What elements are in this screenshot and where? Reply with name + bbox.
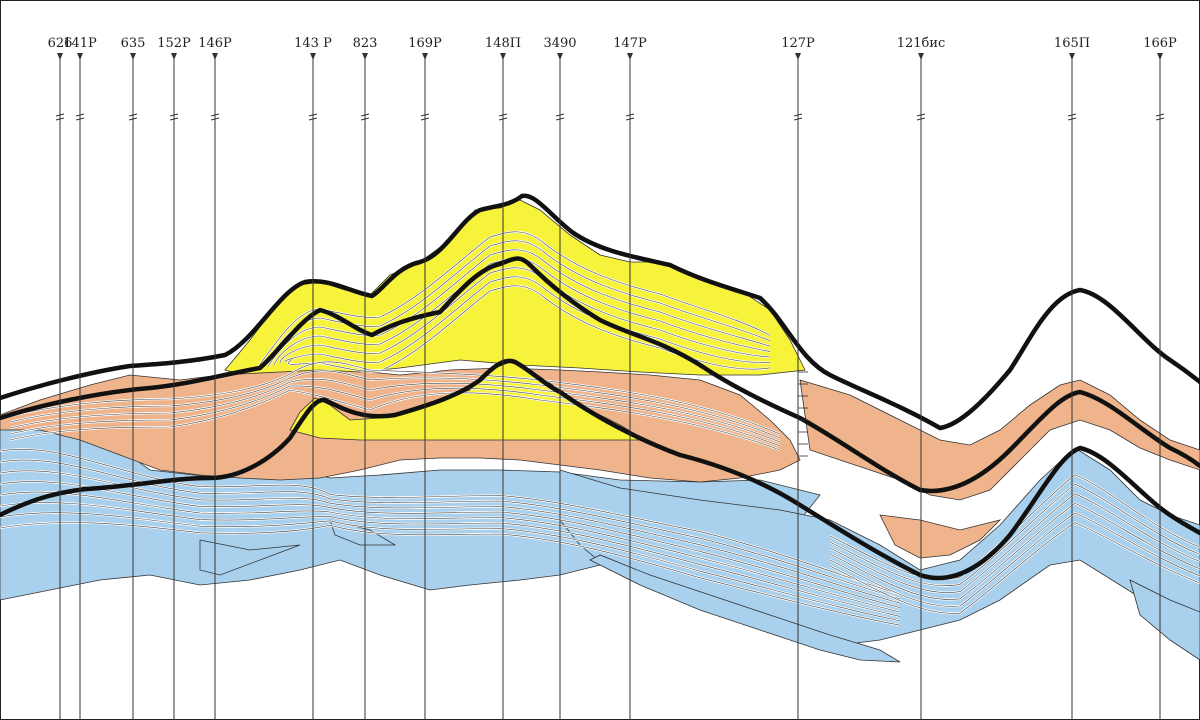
well-label: 166P <box>1143 36 1177 51</box>
orange-lamination-2-outline <box>9 370 781 439</box>
well-break-mark-5 <box>210 113 220 121</box>
orange-lamination-5-outline <box>9 389 781 451</box>
well-head-marker-14 <box>1069 53 1075 60</box>
well-head-marker-10 <box>557 53 563 60</box>
orange-lamination-3-outline <box>9 378 781 443</box>
blue-lamination-6-outline <box>0 502 901 617</box>
well-break-mark-15 <box>1155 113 1165 121</box>
well-break-mark-4 <box>169 113 179 121</box>
blue-lamination-4-outline <box>0 481 901 608</box>
well-break-mark-13 <box>916 113 926 121</box>
well-label: 148П <box>485 36 521 51</box>
yellow-lamination-4-outline <box>273 258 771 365</box>
well-label: 823 <box>353 36 378 51</box>
well-head-marker-1 <box>57 53 63 60</box>
blue-lower-fingers <box>589 554 901 663</box>
orange-lamination-4-outline <box>9 385 781 447</box>
blue-left-lower <box>199 539 301 576</box>
blue-right-lamination-3-outline <box>829 493 1200 593</box>
well-head-marker-5 <box>212 53 218 60</box>
yellow-lamination-3-outline <box>267 249 771 367</box>
blue-right-lamination-6-outline <box>829 522 1200 614</box>
blue-right-lamination-5-outline <box>829 512 1200 607</box>
yellow-lamination-6-outline <box>284 276 771 363</box>
well-head-marker-3 <box>130 53 136 60</box>
blue-lamination-5-outline <box>0 491 901 613</box>
well-head-marker-2 <box>77 53 83 60</box>
well-break-mark-3 <box>128 113 138 121</box>
well-break-mark-8 <box>420 113 430 121</box>
orange-lamination-1-outline <box>9 361 781 435</box>
blue-lamination-8-outline <box>0 522 901 626</box>
well-label: 146P <box>198 36 232 51</box>
well-break-mark-1 <box>55 113 65 121</box>
well-head-marker-9 <box>500 53 506 60</box>
well-label: 3490 <box>543 36 576 51</box>
well-head-marker-8 <box>422 53 428 60</box>
well-label: 143 P <box>294 36 332 51</box>
yellow-lamination-5-outline <box>279 267 771 364</box>
yellow-lamination-7-outline <box>288 285 771 372</box>
orange-lower-lens <box>879 514 1002 559</box>
well-label: 626 <box>48 36 73 51</box>
well-label: 169P <box>408 36 442 51</box>
blue-lamination-7-outline <box>0 512 901 622</box>
blue-right-lamination-4-outline <box>829 503 1200 600</box>
well-break-mark-7 <box>360 113 370 121</box>
well-break-mark-14 <box>1067 113 1077 121</box>
well-head-marker-11 <box>627 53 633 60</box>
blue-lamination-3-outline <box>0 470 901 604</box>
well-break-mark-6 <box>308 113 318 121</box>
well-head-marker-13 <box>918 53 924 60</box>
well-label: 152P <box>157 36 191 51</box>
well-head-marker-6 <box>310 53 316 60</box>
blue-right-edge <box>1129 579 1200 661</box>
horizon-middle <box>0 256 1200 494</box>
well-label: 147P <box>613 36 647 51</box>
well-label: 141P <box>63 36 97 51</box>
well-label: 635 <box>121 36 146 51</box>
well-head-marker-15 <box>1157 53 1163 60</box>
horizon-top <box>0 193 1200 431</box>
well-head-marker-7 <box>362 53 368 60</box>
well-break-mark-9 <box>498 113 508 121</box>
well-break-mark-11 <box>625 113 635 121</box>
well-head-marker-12 <box>795 53 801 60</box>
yellow-lamination-2-outline <box>261 240 771 369</box>
well-label: 165П <box>1054 36 1090 51</box>
blue-right-lamination-2-outline <box>829 483 1200 586</box>
well-break-mark-2 <box>75 113 85 121</box>
orange-layer-right <box>799 379 1200 501</box>
well-head-marker-4 <box>171 53 177 60</box>
well-label: 121бис <box>897 36 946 51</box>
well-label: 127P <box>781 36 815 51</box>
blue-lamination-2-outline <box>0 459 901 600</box>
well-break-mark-10 <box>555 113 565 121</box>
well-break-mark-12 <box>793 113 803 121</box>
